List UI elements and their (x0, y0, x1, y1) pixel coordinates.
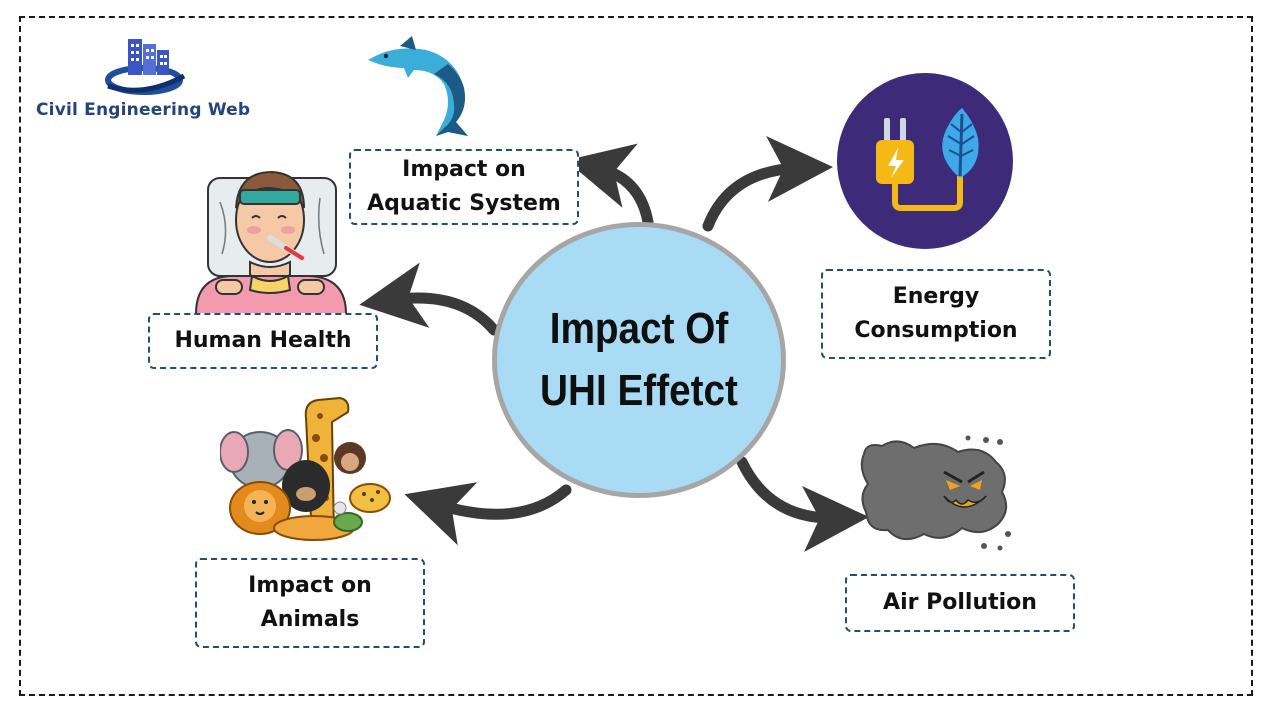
node-air-pollution[interactable]: Air Pollution (845, 574, 1075, 632)
center-topic: Impact Of UHI Effetct (492, 222, 786, 498)
node-energy-consumption[interactable]: Energy Consumption (821, 269, 1051, 359)
arrow-to-air (736, 456, 869, 552)
sick-person-icon (194, 170, 348, 314)
animals-group-icon (220, 396, 391, 541)
node-animals-label: Impact on Animals (248, 573, 372, 632)
center-title: Impact Of UHI Effetct (540, 304, 738, 415)
arrow-to-energy (702, 135, 833, 232)
node-air-label: Air Pollution (883, 590, 1037, 615)
diagram-frame (19, 16, 1253, 696)
node-aquatic-label: Impact on Aquatic System (367, 157, 561, 216)
node-impact-on-animals[interactable]: Impact on Animals (195, 558, 425, 648)
node-human-health[interactable]: Human Health (148, 313, 378, 369)
plug-leaf-icon (837, 73, 1013, 249)
node-health-label: Human Health (174, 328, 352, 353)
smog-cloud-icon (860, 435, 1011, 551)
logo-text: Civil Engineering Web (36, 100, 251, 120)
arrow-to-health (359, 262, 500, 336)
dolphin-icon (368, 36, 468, 137)
node-energy-label: Energy Consumption (854, 284, 1018, 343)
arrow-to-animals (404, 482, 572, 546)
arrow-to-aquatic (565, 143, 654, 228)
node-aquatic-system[interactable]: Impact on Aquatic System (349, 149, 579, 225)
brand-logo: Civil Engineering Web (36, 36, 266, 126)
buildings-logo-icon (105, 39, 186, 95)
